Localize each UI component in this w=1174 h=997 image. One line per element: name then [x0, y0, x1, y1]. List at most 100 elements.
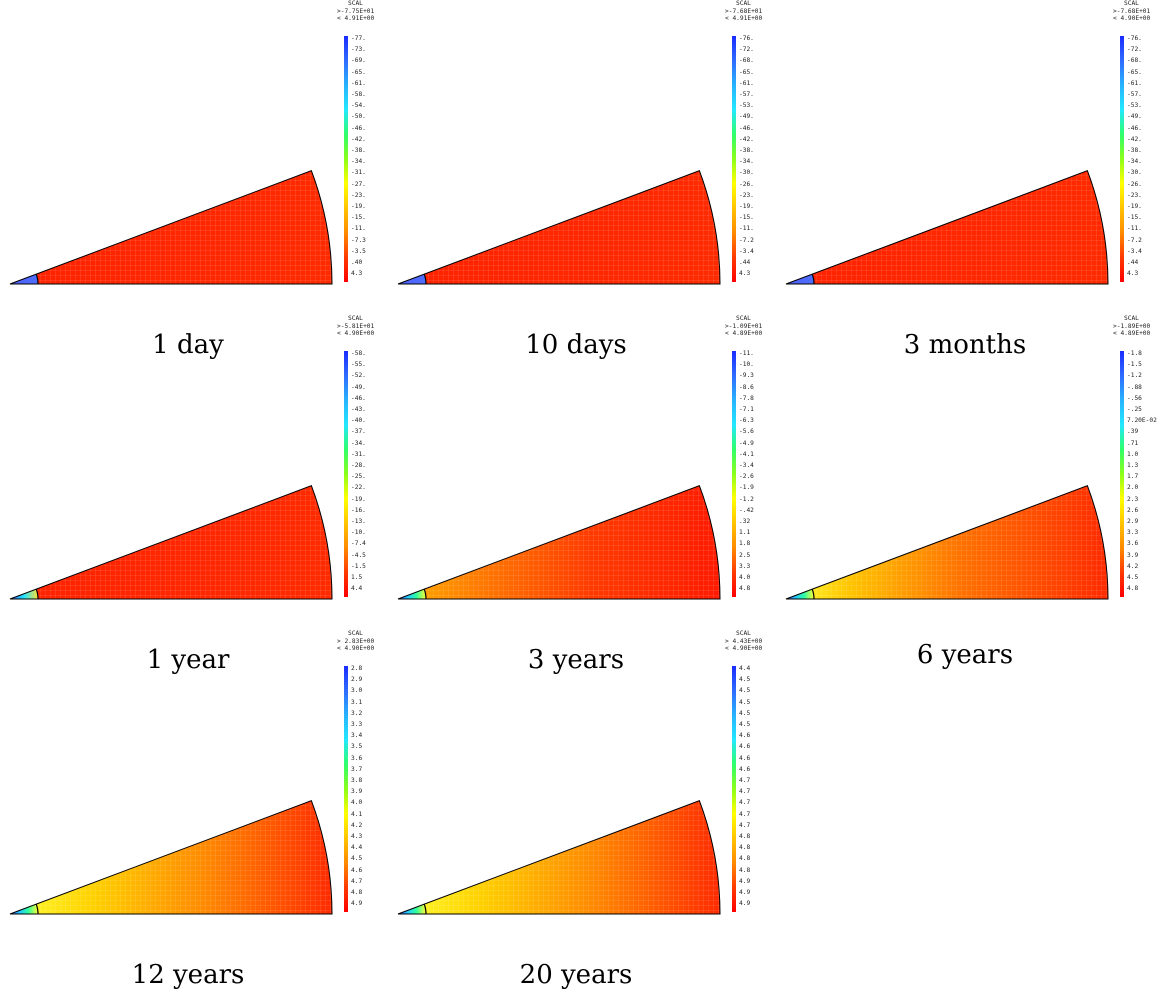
legend-colorbar	[344, 36, 348, 283]
panel-7: SCAL > 2.83E+00 < 4.90E+00 2.8 2.9 3.0 3.1 3.2 3…	[0, 630, 390, 960]
legend-tick-label: 3.1	[351, 698, 363, 706]
legend-tick-label: 3.6	[351, 754, 363, 762]
legend-tick-label: -19.	[1127, 203, 1142, 210]
legend-tick-label: 4.5	[739, 676, 751, 684]
inner-arc	[811, 588, 815, 600]
sector-outline	[9, 800, 333, 915]
legend-tick-label: -49.	[739, 113, 754, 121]
legend-tick-label: -1.9	[739, 484, 754, 492]
legend-tick-label: -16.	[351, 506, 366, 514]
legend-colorbar	[732, 351, 736, 598]
legend-tick-label: 2.9	[351, 676, 363, 684]
legend-tick-label: 4.6	[739, 743, 751, 751]
legend-header-line: < 4.91E+00	[337, 15, 375, 22]
sector-outline	[785, 485, 1109, 600]
legend-tick-label: -8.6	[739, 383, 754, 391]
legend-tick-label: 4.8	[739, 855, 751, 863]
sector-mesh	[397, 170, 721, 285]
legend-tick-label: -65.	[351, 68, 366, 76]
legend-tick-label: -.42	[739, 506, 754, 514]
legend-tick-label: 4.5	[739, 709, 751, 717]
legend-tick-label: -7.8	[739, 394, 754, 402]
legend-header-line: SCAL	[736, 630, 751, 637]
legend-tick-label: -28.	[351, 462, 366, 469]
sector-mesh	[9, 170, 333, 285]
inner-arc	[811, 273, 815, 285]
legend-tick-label: -65.	[739, 68, 754, 76]
legend-header-line: < 4.90E+00	[337, 330, 375, 337]
legend-tick-label: -69.	[351, 57, 366, 65]
legend-tick-label: 4.3	[351, 270, 363, 278]
legend-tick-label: 1.5	[351, 574, 363, 581]
legend-tick-label: 2.6	[1127, 506, 1139, 514]
color-legend: SCAL >-7.68E+01 < 4.90E+00 -76. -72. -68. -65.…	[1113, 0, 1173, 300]
legend-tick-label: -57.	[1127, 91, 1142, 98]
legend-tick-label: 4.7	[739, 821, 751, 829]
legend-header-line: < 4.89E+00	[1113, 330, 1151, 337]
legend-tick-label: 4.6	[739, 765, 751, 773]
legend-tick-label: -30.	[739, 169, 754, 177]
panel-caption: 6 years	[916, 640, 1014, 670]
legend-tick-label: 2.8	[351, 665, 363, 672]
legend-tick-label: -2.6	[739, 473, 754, 481]
legend-tick-label: -57.	[739, 91, 754, 98]
legend-tick-label: 4.6	[351, 866, 363, 874]
legend-tick-label: -58.	[351, 91, 366, 98]
legend-header: SCAL >-5.81E+01 < 4.90E+00	[337, 315, 374, 338]
sector-mesh	[785, 485, 1109, 600]
sector-mesh	[397, 485, 721, 600]
legend-tick-label: -15.	[351, 214, 366, 222]
mesh-grid	[10, 170, 332, 284]
legend-tick-label: -.25	[1127, 406, 1142, 413]
color-legend: SCAL >-1.09E+01 < 4.89E+00 -11. -10. -9.3 -8.6…	[725, 315, 785, 615]
legend-header-line: < 4.89E+00	[725, 330, 763, 337]
legend-tick-label: 1.1	[739, 529, 751, 537]
inner-arc	[423, 903, 427, 915]
color-legend: SCAL >-1.89E+00 < 4.89E+00 -1.8 -1.5 -1.2 -.88…	[1113, 315, 1173, 615]
legend-tick-label: -58.	[351, 350, 366, 357]
panel-8: SCAL > 4.43E+00 < 4.90E+00 4.4 4.5 4.5 4.5 4.5 4…	[388, 630, 778, 960]
mesh-grid	[10, 800, 332, 914]
legend-tick-label: -19.	[351, 495, 366, 503]
legend-tick-label: 1.8	[739, 540, 751, 548]
inner-arc	[35, 588, 39, 600]
legend-tick-label: -61.	[739, 79, 754, 87]
legend-tick-label: -46.	[1127, 124, 1142, 132]
legend-tick-label: -38.	[1127, 147, 1142, 154]
legend-tick-label: 4.5	[739, 721, 751, 728]
legend-tick-label: -54.	[351, 102, 366, 110]
sector-outline	[397, 800, 721, 915]
legend-tick-label: .32	[739, 518, 751, 525]
legend-tick-label: -3.4	[1127, 247, 1142, 255]
legend-tick-label: 3.9	[1127, 551, 1139, 559]
legend-tick-label: -68.	[739, 57, 754, 65]
legend-tick-label: -31.	[351, 450, 366, 458]
legend-tick-label: -.88	[1127, 383, 1142, 391]
panel-caption: 3 years	[527, 645, 625, 675]
legend-tick-label: 4.7	[351, 877, 363, 885]
legend-tick-label: 4.0	[739, 574, 751, 581]
legend-tick-label: 4.5	[739, 698, 751, 706]
color-legend: SCAL >-7.75E+01 < 4.91E+00 -77. -73. -69. -65.…	[337, 0, 397, 300]
legend-tick-label: 3.8	[351, 777, 363, 784]
legend-tick-label: -1.5	[351, 562, 366, 570]
legend-header: SCAL >-1.09E+01 < 4.89E+00	[725, 315, 762, 338]
legend-tick-label: .40	[351, 259, 363, 266]
legend-tick-label: 4.2	[1127, 562, 1139, 570]
legend-tick-label: -46.	[739, 124, 754, 132]
legend-tick-label: 4.4	[351, 844, 363, 852]
legend-tick-label: -31.	[351, 169, 366, 177]
legend-tick-label: 4.8	[739, 833, 751, 840]
legend-header: SCAL >-1.89E+00 < 4.89E+00	[1113, 315, 1150, 338]
legend-tick-label: -4.9	[739, 439, 754, 447]
legend-tick-label: -4.5	[351, 551, 366, 559]
sector-outline	[785, 170, 1109, 285]
legend-header-line: >-7.75E+01	[337, 7, 375, 15]
legend-tick-label: 2.0	[1127, 484, 1139, 492]
legend-header-line: < 4.91E+00	[725, 15, 763, 22]
legend-header-line: > 4.43E+00	[725, 637, 763, 645]
inner-arc	[423, 273, 427, 285]
legend-tick-label: 3.0	[351, 687, 363, 695]
legend-tick-label: -42.	[351, 135, 366, 143]
panel-caption: 12 years	[131, 960, 245, 990]
